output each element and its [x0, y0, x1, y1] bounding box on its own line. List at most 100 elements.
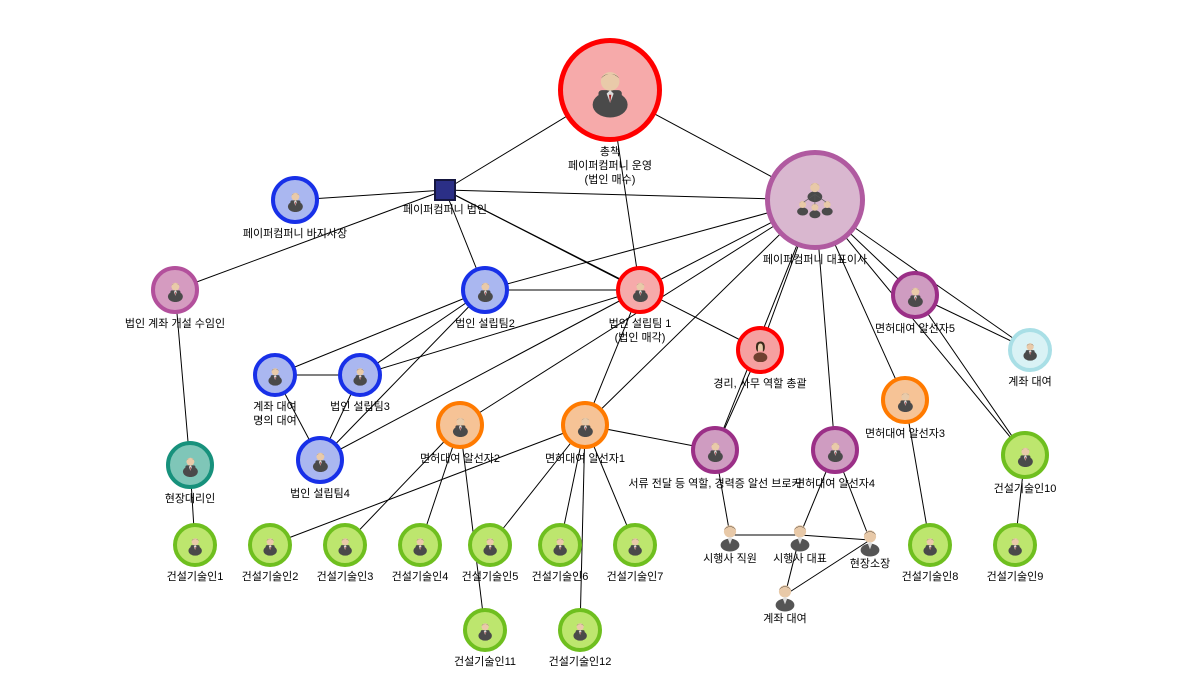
node-label: 건설기술인6 — [532, 571, 589, 585]
node-pres — [271, 176, 319, 224]
node-setup5_acct — [253, 353, 297, 397]
node-label: 면허대여 알선자1 — [545, 453, 625, 467]
node-setup2 — [461, 266, 509, 314]
node-label: 현장소장 — [850, 558, 890, 572]
node-label: 페이퍼컴퍼니 법인 — [403, 204, 487, 218]
node-tech7 — [613, 523, 657, 567]
node-tech4 — [398, 523, 442, 567]
node-label: 시행사 대표 — [773, 553, 827, 567]
node-tech5 — [468, 523, 512, 567]
person-bust — [782, 517, 818, 553]
node-label: 계좌 대여 명의 대여 — [253, 401, 297, 429]
node-setup1 — [616, 266, 664, 314]
node-label: 법인 설립팀2 — [455, 318, 515, 332]
person-circle — [1001, 431, 1049, 479]
node-lic3 — [881, 376, 929, 424]
node-label: 건설기술인10 — [994, 483, 1057, 497]
person-circle — [765, 150, 865, 250]
node-supplier_emp — [712, 517, 748, 553]
node-label: 현장대리인 — [165, 493, 216, 507]
person-circle — [691, 426, 739, 474]
node-label: 건설기술인4 — [392, 571, 449, 585]
person-circle — [881, 376, 929, 424]
node-label: 면허대여 알선자4 — [795, 478, 875, 492]
node-tech12 — [558, 608, 602, 652]
node-siterep — [166, 441, 214, 489]
edge — [445, 190, 815, 200]
node-ceo — [765, 150, 865, 250]
node-label: 건설기술인12 — [549, 656, 612, 670]
person-circle — [558, 38, 662, 142]
person-circle — [271, 176, 319, 224]
person-circle — [736, 326, 784, 374]
person-circle — [908, 523, 952, 567]
person-circle — [166, 441, 214, 489]
person-circle — [248, 523, 292, 567]
node-label: 법인 설립팀 1 (법인 매각) — [609, 318, 672, 346]
person-circle — [561, 401, 609, 449]
node-tech6 — [538, 523, 582, 567]
person-circle — [613, 523, 657, 567]
node-acct_lend — [1008, 328, 1052, 372]
node-label: 건설기술인2 — [242, 571, 299, 585]
node-label: 건설기술인8 — [902, 571, 959, 585]
node-label: 법인 설립팀3 — [330, 401, 390, 415]
node-acct_small — [767, 577, 803, 613]
person-circle — [1008, 328, 1052, 372]
node-label: 법인 설립팀4 — [290, 488, 350, 502]
node-lic5 — [891, 271, 939, 319]
node-tech8 — [908, 523, 952, 567]
node-label: 페이퍼컴퍼니 바지사장 — [243, 228, 347, 242]
node-label: 계좌 대여 — [763, 613, 807, 627]
node-label: 서류 전달 등 역할, 경력증 알선 브로커 — [628, 478, 801, 492]
node-label: 면허대여 알선자2 — [420, 453, 500, 467]
node-label: 경리, 사무 역할 총괄 — [713, 378, 806, 392]
person-circle — [538, 523, 582, 567]
node-label: 건설기술인3 — [317, 571, 374, 585]
person-circle — [811, 426, 859, 474]
network-diagram: 총책 페이퍼컴퍼니 운영 (법인 매수) 페이퍼컴퍼니 대표이사 페이퍼컴퍼니 법… — [0, 0, 1200, 674]
node-label: 건설기술인11 — [454, 656, 516, 670]
person-circle — [463, 608, 507, 652]
node-corp — [434, 179, 456, 201]
node-label: 법인 계좌 개설 수임인 — [125, 318, 225, 332]
node-tech10 — [1001, 431, 1049, 479]
node-lic1 — [561, 401, 609, 449]
node-label: 면허대여 알선자3 — [865, 428, 945, 442]
person-circle — [296, 436, 344, 484]
person-circle — [436, 401, 484, 449]
node-lic2 — [436, 401, 484, 449]
corp-square — [434, 179, 456, 201]
node-label: 건설기술인9 — [987, 571, 1044, 585]
node-label: 총책 페이퍼컴퍼니 운영 (법인 매수) — [568, 146, 652, 187]
node-label: 건설기술인1 — [167, 571, 224, 585]
person-circle — [151, 266, 199, 314]
node-boss — [558, 38, 662, 142]
person-bust — [852, 522, 888, 558]
person-circle — [338, 353, 382, 397]
node-tech11 — [463, 608, 507, 652]
node-label: 건설기술인5 — [462, 571, 519, 585]
node-label: 시행사 직원 — [703, 553, 757, 567]
node-tech3 — [323, 523, 367, 567]
person-circle — [891, 271, 939, 319]
person-bust — [712, 517, 748, 553]
node-tech9 — [993, 523, 1037, 567]
person-bust — [767, 577, 803, 613]
person-circle — [253, 353, 297, 397]
person-circle — [993, 523, 1037, 567]
person-circle — [616, 266, 664, 314]
node-broker — [691, 426, 739, 474]
person-circle — [173, 523, 217, 567]
node-label: 계좌 대여 — [1008, 376, 1052, 390]
node-supplier_rep — [782, 517, 818, 553]
node-setup3 — [338, 353, 382, 397]
node-label: 건설기술인7 — [607, 571, 664, 585]
person-circle — [398, 523, 442, 567]
person-circle — [461, 266, 509, 314]
node-site_mgr — [852, 522, 888, 558]
edge — [175, 290, 190, 465]
person-circle — [323, 523, 367, 567]
node-label: 페이퍼컴퍼니 대표이사 — [763, 254, 867, 268]
node-acct_open — [151, 266, 199, 314]
